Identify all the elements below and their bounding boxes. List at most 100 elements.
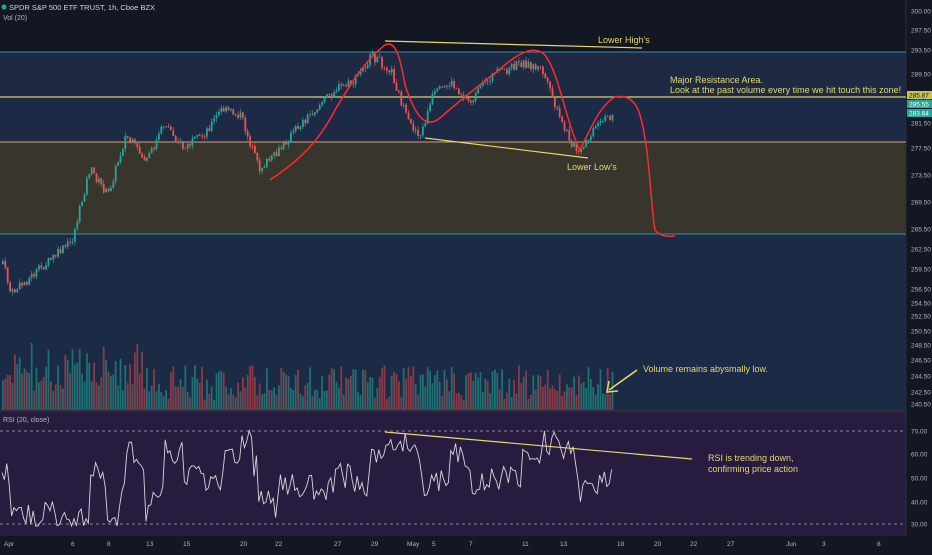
volume-bar	[57, 365, 59, 410]
candle-body	[100, 178, 103, 184]
volume-bar	[83, 381, 86, 410]
volume-bar	[494, 369, 496, 410]
volume-bar	[374, 397, 376, 410]
time-tick-label: 27	[727, 541, 735, 548]
candle-body	[381, 57, 383, 68]
volume-bar	[251, 365, 254, 410]
candle-body	[90, 167, 93, 175]
time-tick-label: Apr	[4, 541, 15, 548]
volume-bar	[491, 371, 494, 410]
candle-body	[532, 64, 535, 70]
volume-bar	[182, 386, 184, 410]
volume-bar	[326, 390, 328, 410]
candle-body	[597, 122, 599, 127]
lower-band	[0, 234, 906, 410]
candle-body	[59, 248, 62, 254]
candle-body	[426, 111, 429, 124]
volume-bar	[129, 364, 131, 410]
volume-bar	[170, 372, 172, 410]
rsi-indicator-label[interactable]: RSI (20, close)	[3, 417, 49, 424]
volume-bar	[11, 382, 14, 410]
candle-body	[518, 61, 520, 63]
price-axis-bg	[906, 0, 932, 536]
volume-arrow-head	[606, 380, 619, 393]
candle-body	[256, 152, 259, 161]
volume-bar	[438, 381, 441, 410]
candle-body	[328, 94, 331, 95]
candle-body	[350, 80, 352, 85]
volume-bar	[431, 383, 434, 410]
candle-body	[429, 104, 431, 112]
volume-bar	[462, 399, 465, 410]
time-axis[interactable]: Apr 6 8 13 15 20 22 27 29 May 5 7 11 13 18 20 22 27 Jun 3 8	[4, 541, 881, 548]
volume-bar	[362, 369, 364, 410]
candle-body	[340, 84, 343, 86]
candle-body	[395, 82, 398, 91]
volume-bar	[50, 381, 52, 410]
volume-bar	[479, 372, 482, 410]
volume-bar	[359, 395, 362, 410]
candle-body	[359, 71, 362, 75]
candle-body	[98, 178, 100, 182]
candle-body	[222, 108, 225, 112]
price-axis[interactable]: 300.00297.50293.50289.50285.50281.50277.…	[911, 9, 931, 409]
volume-bar	[208, 393, 211, 410]
candle-body	[102, 183, 105, 193]
volume-bar	[554, 389, 556, 410]
candle-body	[268, 158, 271, 161]
rsi-axis[interactable]: 70.00 60.00 50.00 40.00 30.00	[911, 429, 928, 529]
candle-body	[534, 64, 537, 70]
candle-body	[179, 141, 182, 143]
candle-body	[405, 104, 407, 113]
candle-body	[110, 187, 112, 192]
volume-bar	[14, 354, 16, 410]
volume-bar	[582, 381, 585, 410]
volume-bar	[566, 384, 568, 410]
volume-bar	[388, 396, 391, 410]
time-tick-label: 5	[432, 541, 436, 548]
candle-body	[86, 178, 88, 195]
candle-body	[52, 255, 55, 260]
volume-indicator-label[interactable]: Vol (20)	[3, 15, 27, 22]
volume-bar	[206, 379, 208, 410]
price-tick-label: 269.50	[911, 200, 931, 207]
volume-bar	[311, 395, 314, 410]
candle-body	[472, 100, 475, 103]
volume-bar	[316, 389, 319, 410]
lower-lows-line	[424, 137, 589, 159]
volume-bar	[537, 375, 539, 410]
volume-bar	[335, 381, 338, 410]
candle-body	[251, 146, 254, 147]
candle-body	[158, 133, 160, 140]
candle-body	[196, 135, 199, 137]
volume-bar	[95, 382, 98, 410]
candle-body	[254, 146, 256, 153]
volume-bar	[542, 386, 544, 410]
candle-body	[258, 160, 261, 172]
candle-body	[273, 152, 275, 156]
candle-body	[112, 181, 115, 188]
rsi-tick-label: 30.00	[911, 522, 928, 529]
volume-bar	[407, 367, 410, 410]
candle-body	[21, 282, 23, 286]
candle-body	[342, 85, 345, 87]
candle-body	[23, 282, 26, 286]
volume-bar	[69, 373, 71, 410]
volume-bar	[539, 375, 542, 410]
volume-bar	[138, 373, 141, 410]
volume-bar	[515, 393, 518, 410]
candle-body	[479, 86, 482, 89]
rsi-tick-label: 40.00	[911, 500, 928, 507]
volume-arrow-line	[608, 369, 638, 391]
rsi-panel	[0, 412, 906, 536]
volume-bar	[218, 371, 220, 410]
candle-body	[138, 146, 141, 154]
volume-bar	[234, 397, 237, 410]
volume-bar	[441, 395, 443, 410]
symbol-title[interactable]: SPDR S&P 500 ETF TRUST, 1h, Cboe BZX	[9, 3, 155, 12]
volume-bar	[609, 394, 611, 410]
candle-body	[16, 289, 19, 293]
candle-body	[174, 135, 177, 142]
price-badge-1: 285.87	[909, 93, 929, 100]
